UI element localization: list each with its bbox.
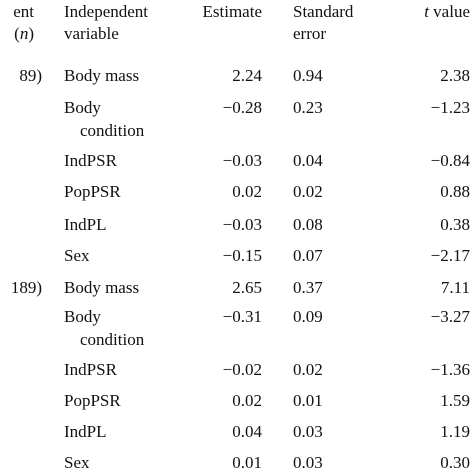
t-value: −3.27 [430, 307, 470, 326]
standard-error: 0.08 [293, 215, 323, 234]
standard-error: 0.37 [293, 278, 323, 297]
estimate: −0.02 [222, 360, 262, 379]
estimate: 0.01 [232, 453, 262, 472]
group-label: 189) [10, 278, 42, 297]
estimate: −0.31 [222, 307, 262, 326]
text: value [428, 2, 470, 21]
group-label: 89) [19, 66, 42, 85]
t-value: −2.17 [430, 246, 470, 265]
variable: Body [64, 98, 101, 117]
t-value: 0.30 [440, 453, 470, 472]
estimate: −0.03 [222, 215, 262, 234]
variable: IndPL [64, 215, 107, 234]
header-cell: Standard [293, 2, 354, 21]
standard-error: 0.02 [293, 182, 323, 201]
text: n [19, 24, 29, 43]
standard-error: 0.01 [293, 391, 323, 410]
variable: Body [64, 307, 101, 326]
estimate: −0.15 [222, 246, 262, 265]
estimate: 0.02 [232, 391, 262, 410]
variable: IndPSR [64, 151, 117, 170]
header-cell: t value [424, 2, 470, 22]
header-cell: error [293, 24, 327, 43]
standard-error: 0.09 [293, 307, 323, 326]
text: ) [28, 24, 34, 43]
standard-error: 0.02 [293, 360, 323, 379]
standard-error: 0.03 [293, 453, 323, 472]
t-value: −1.36 [430, 360, 470, 379]
standard-error: 0.04 [293, 151, 323, 170]
estimate: 2.65 [232, 278, 262, 297]
variable: condition [80, 121, 145, 140]
variable: Body mass [64, 278, 140, 297]
estimate: 0.02 [232, 182, 262, 201]
standard-error: 0.03 [293, 422, 323, 441]
variable: Sex [64, 246, 90, 265]
variable: Sex [64, 453, 90, 472]
variable: condition [80, 330, 145, 349]
t-value: −1.23 [430, 98, 470, 117]
t-value: 7.11 [440, 278, 470, 297]
variable: PopPSR [64, 391, 121, 410]
standard-error: 0.23 [293, 98, 323, 117]
variable: IndPSR [64, 360, 117, 379]
estimate: −0.28 [222, 98, 262, 117]
standard-error: 0.94 [293, 66, 323, 85]
standard-error: 0.07 [293, 246, 323, 265]
t-value: −0.84 [430, 151, 470, 170]
estimate: 2.24 [232, 66, 262, 85]
variable: IndPL [64, 422, 107, 441]
header-cell: Independent [64, 2, 149, 21]
estimate: −0.03 [222, 151, 262, 170]
header-cell: Estimate [202, 2, 262, 21]
t-value: 0.88 [440, 182, 470, 201]
text: ( [14, 24, 20, 43]
estimate: 0.04 [232, 422, 262, 441]
t-value: 1.59 [440, 391, 470, 410]
t-value: 1.19 [440, 422, 470, 441]
t-value: 2.38 [440, 66, 470, 85]
variable: PopPSR [64, 182, 121, 201]
text: t [424, 2, 429, 21]
header-cell: ent [13, 2, 34, 21]
t-value: 0.38 [440, 215, 470, 234]
header-cell: variable [64, 24, 119, 43]
variable: Body mass [64, 66, 140, 85]
header-cell: (n) [14, 24, 34, 44]
